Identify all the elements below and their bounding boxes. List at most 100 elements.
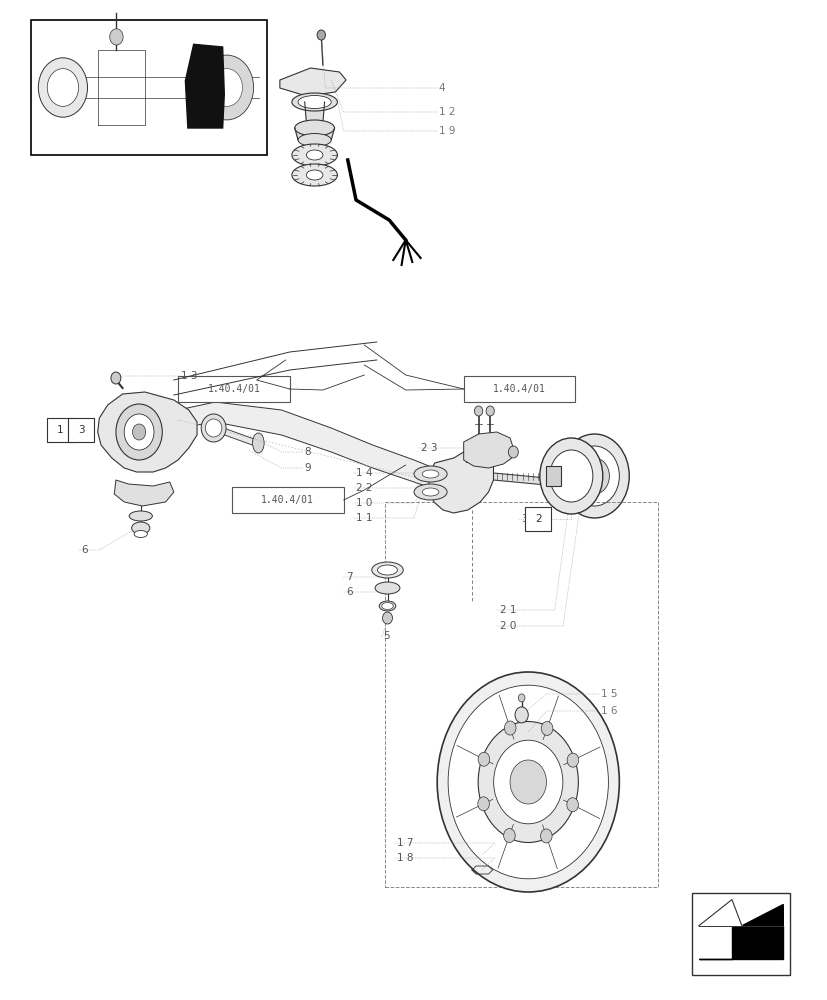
Text: 1 1: 1 1 [356, 513, 372, 523]
Text: 1.40.4/01: 1.40.4/01 [261, 495, 313, 505]
Text: 1 6: 1 6 [600, 706, 617, 716]
Text: 1 5: 1 5 [600, 689, 617, 699]
Circle shape [541, 721, 552, 735]
Text: 5: 5 [383, 631, 390, 641]
Circle shape [509, 760, 546, 804]
Ellipse shape [422, 488, 438, 496]
Bar [31, 20, 267, 155]
Circle shape [47, 69, 79, 106]
Polygon shape [98, 392, 197, 472]
Circle shape [569, 446, 619, 506]
Ellipse shape [294, 120, 334, 136]
Circle shape [539, 438, 602, 514]
Text: 1: 1 [57, 425, 64, 435]
Circle shape [447, 685, 608, 879]
Text: 1 9: 1 9 [438, 126, 455, 136]
Circle shape [503, 829, 514, 843]
Ellipse shape [422, 470, 438, 478]
Circle shape [111, 372, 121, 384]
Polygon shape [114, 480, 174, 506]
Text: 1 7: 1 7 [397, 838, 414, 848]
Circle shape [559, 434, 629, 518]
Polygon shape [698, 900, 741, 926]
Circle shape [132, 424, 146, 440]
Circle shape [493, 740, 562, 824]
Bar [463, 376, 575, 402]
Text: 7: 7 [346, 572, 352, 582]
Ellipse shape [205, 419, 222, 437]
Text: 1.40.4/01: 1.40.4/01 [493, 384, 545, 394]
Bar [232, 487, 343, 513]
Ellipse shape [131, 522, 150, 534]
Text: 2 1: 2 1 [500, 605, 516, 615]
Circle shape [382, 612, 392, 624]
Circle shape [518, 694, 524, 702]
Circle shape [478, 722, 577, 842]
Polygon shape [428, 448, 493, 513]
Text: 1.40.4/01: 1.40.4/01 [208, 384, 260, 394]
Circle shape [579, 458, 609, 494]
Circle shape [485, 406, 494, 416]
Circle shape [124, 414, 154, 450]
Ellipse shape [252, 433, 264, 453]
Circle shape [474, 406, 482, 416]
Polygon shape [471, 866, 492, 874]
Polygon shape [222, 428, 256, 446]
Ellipse shape [377, 565, 397, 575]
Text: 4: 4 [383, 616, 390, 626]
Bar [385, 502, 657, 887]
Ellipse shape [134, 530, 147, 538]
Polygon shape [294, 128, 334, 140]
Circle shape [504, 721, 515, 735]
Text: 1 4: 1 4 [356, 468, 372, 478]
Circle shape [109, 29, 123, 45]
Circle shape [508, 446, 518, 458]
Ellipse shape [292, 164, 337, 186]
Text: 2 3: 2 3 [420, 443, 437, 453]
Ellipse shape [129, 511, 152, 521]
Ellipse shape [414, 466, 447, 482]
Polygon shape [98, 50, 145, 125]
Bar [546, 466, 561, 486]
Text: 2: 2 [534, 514, 541, 524]
Polygon shape [185, 44, 224, 128]
Text: 1 0: 1 0 [356, 498, 372, 508]
Polygon shape [463, 432, 513, 468]
Ellipse shape [306, 170, 323, 180]
Text: 9: 9 [304, 463, 311, 473]
Text: 1 2: 1 2 [438, 107, 455, 117]
Ellipse shape [379, 601, 395, 611]
Ellipse shape [201, 414, 226, 442]
Ellipse shape [306, 150, 323, 160]
Text: 3: 3 [521, 514, 528, 524]
Circle shape [566, 798, 578, 812]
Bar [524, 507, 551, 531]
Ellipse shape [292, 93, 337, 111]
Circle shape [437, 672, 619, 892]
Circle shape [211, 69, 242, 106]
Text: 6: 6 [346, 587, 352, 597]
Ellipse shape [298, 96, 331, 108]
Ellipse shape [292, 144, 337, 166]
Circle shape [317, 30, 325, 40]
Text: 6: 6 [81, 545, 88, 555]
Text: 2 4: 2 4 [465, 455, 481, 465]
Ellipse shape [381, 602, 393, 609]
Bar [47, 418, 74, 442]
Circle shape [477, 752, 489, 766]
Circle shape [116, 404, 162, 460]
Bar [68, 418, 94, 442]
Polygon shape [493, 473, 546, 485]
Polygon shape [304, 102, 324, 122]
Circle shape [38, 58, 88, 117]
Text: 1 8: 1 8 [397, 853, 414, 863]
Circle shape [199, 55, 253, 120]
Text: 3: 3 [78, 425, 84, 435]
Text: 1 3: 1 3 [180, 371, 197, 381]
Bar [178, 376, 289, 402]
Polygon shape [178, 402, 451, 495]
Circle shape [549, 450, 592, 502]
Polygon shape [698, 926, 782, 959]
Polygon shape [280, 68, 346, 96]
Circle shape [514, 707, 528, 723]
